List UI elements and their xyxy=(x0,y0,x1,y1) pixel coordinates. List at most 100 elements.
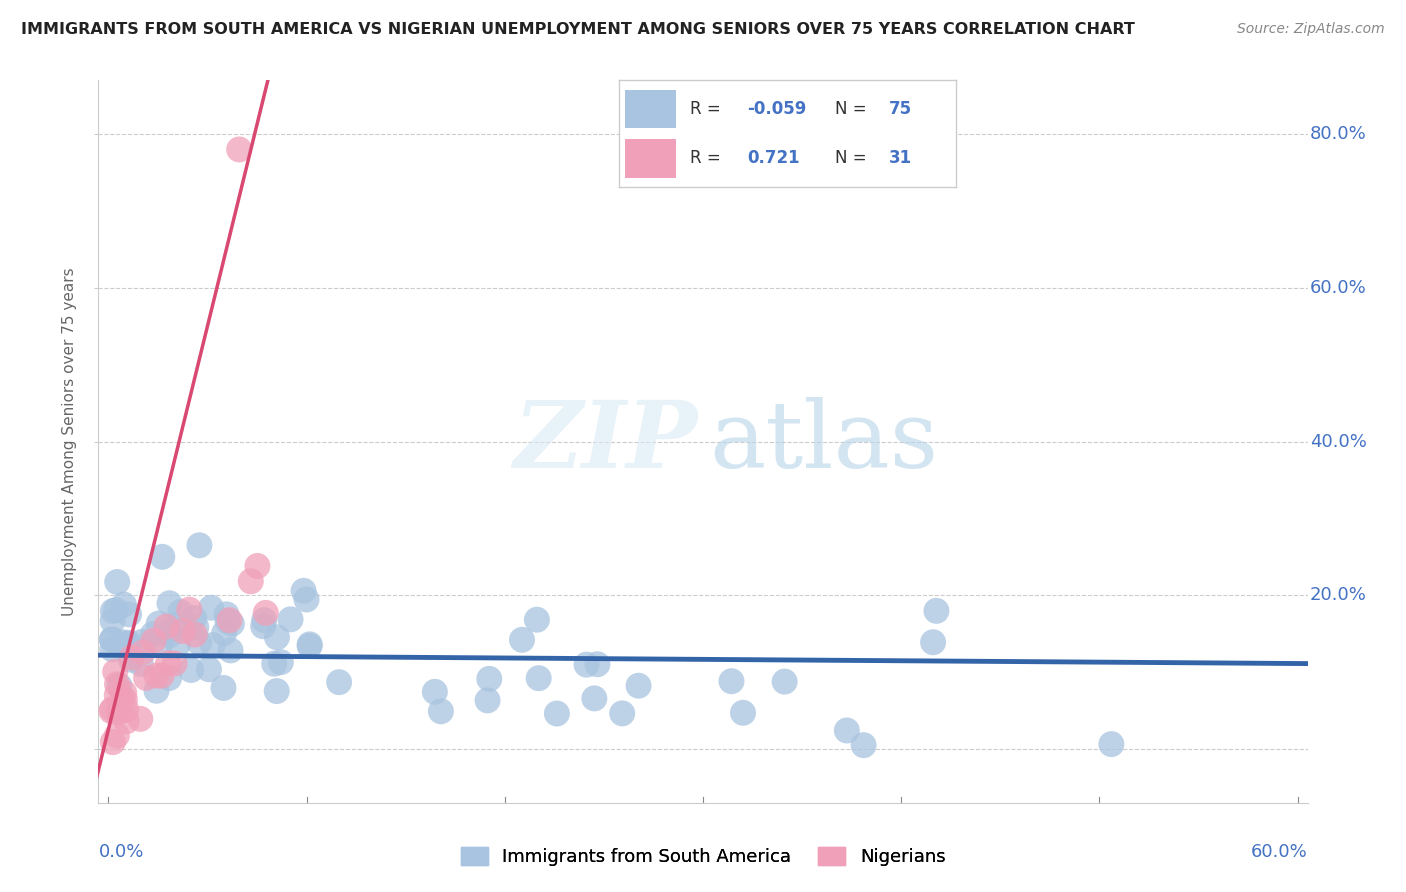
Point xyxy=(157,671,180,685)
Text: Source: ZipAtlas.com: Source: ZipAtlas.com xyxy=(1237,22,1385,37)
Point xyxy=(263,657,285,671)
Point xyxy=(298,639,321,653)
Text: atlas: atlas xyxy=(709,397,938,486)
Text: R =: R = xyxy=(689,100,725,118)
Point xyxy=(101,632,124,647)
Point xyxy=(212,626,235,640)
Point xyxy=(149,637,172,651)
Point xyxy=(922,635,945,649)
Point xyxy=(131,635,153,649)
Point xyxy=(183,611,205,625)
Text: R =: R = xyxy=(689,150,725,168)
Point xyxy=(612,706,634,721)
Point xyxy=(111,635,134,649)
Point xyxy=(148,616,170,631)
Point xyxy=(201,638,224,652)
Point xyxy=(150,549,173,564)
Point xyxy=(104,603,127,617)
Point xyxy=(546,706,568,721)
Bar xyxy=(626,139,676,178)
Point xyxy=(266,630,288,644)
Point xyxy=(228,143,250,157)
Point xyxy=(105,677,128,691)
Point xyxy=(188,635,211,649)
Point xyxy=(280,612,302,626)
Point xyxy=(218,613,240,627)
Point xyxy=(212,681,235,695)
Point xyxy=(114,693,136,707)
Point xyxy=(169,605,191,619)
Point xyxy=(172,624,194,638)
Point xyxy=(478,672,501,686)
Point xyxy=(120,653,142,667)
Y-axis label: Unemployment Among Seniors over 75 years: Unemployment Among Seniors over 75 years xyxy=(62,268,77,615)
Point xyxy=(150,669,173,683)
Point xyxy=(129,657,152,671)
Point xyxy=(254,606,277,620)
Point xyxy=(184,627,207,641)
Point xyxy=(583,691,606,706)
Point xyxy=(270,655,292,669)
Point xyxy=(135,671,157,685)
Point xyxy=(217,614,239,628)
Point xyxy=(142,633,165,648)
Point xyxy=(115,703,138,717)
Point xyxy=(298,637,321,651)
Point xyxy=(112,686,135,700)
Text: 60.0%: 60.0% xyxy=(1251,843,1308,861)
Point xyxy=(188,538,211,552)
Point xyxy=(179,602,201,616)
Point xyxy=(105,729,128,743)
Point xyxy=(101,702,124,716)
Point xyxy=(430,704,453,718)
Point xyxy=(328,675,350,690)
Point xyxy=(121,650,143,665)
Point xyxy=(105,688,128,702)
Point xyxy=(108,705,131,719)
Text: 20.0%: 20.0% xyxy=(1310,586,1367,604)
Point xyxy=(773,674,796,689)
Point xyxy=(112,598,135,612)
Point xyxy=(111,691,134,706)
Point xyxy=(101,604,124,618)
Point xyxy=(104,665,127,679)
Point xyxy=(510,632,533,647)
Point xyxy=(219,643,242,657)
Point xyxy=(253,613,276,627)
Point xyxy=(527,671,550,685)
Point xyxy=(215,607,238,622)
Point xyxy=(159,628,181,642)
Point xyxy=(526,613,548,627)
Point xyxy=(167,637,190,651)
Point xyxy=(105,574,128,589)
Point xyxy=(292,583,315,598)
Point xyxy=(101,642,124,657)
Point xyxy=(266,684,288,698)
Point xyxy=(731,706,754,720)
Text: 0.721: 0.721 xyxy=(747,150,800,168)
Point xyxy=(101,614,124,628)
Point xyxy=(180,663,202,677)
Text: N =: N = xyxy=(835,100,872,118)
Text: 60.0%: 60.0% xyxy=(1310,279,1367,297)
Point xyxy=(155,620,177,634)
Point xyxy=(101,632,124,647)
Text: N =: N = xyxy=(835,150,872,168)
Text: IMMIGRANTS FROM SOUTH AMERICA VS NIGERIAN UNEMPLOYMENT AMONG SENIORS OVER 75 YEA: IMMIGRANTS FROM SOUTH AMERICA VS NIGERIA… xyxy=(21,22,1135,37)
Text: ZIP: ZIP xyxy=(513,397,697,486)
Point xyxy=(159,596,181,610)
Point xyxy=(145,668,167,682)
Point xyxy=(157,624,180,639)
Point xyxy=(157,656,180,670)
Point xyxy=(221,616,243,631)
Point xyxy=(118,636,141,650)
Point xyxy=(100,704,122,718)
Point xyxy=(1099,737,1122,751)
Point xyxy=(246,558,269,573)
Point xyxy=(145,683,167,698)
Point xyxy=(186,620,208,634)
Text: 31: 31 xyxy=(889,150,911,168)
Point xyxy=(852,738,875,752)
Point xyxy=(108,679,131,693)
Point xyxy=(925,604,948,618)
